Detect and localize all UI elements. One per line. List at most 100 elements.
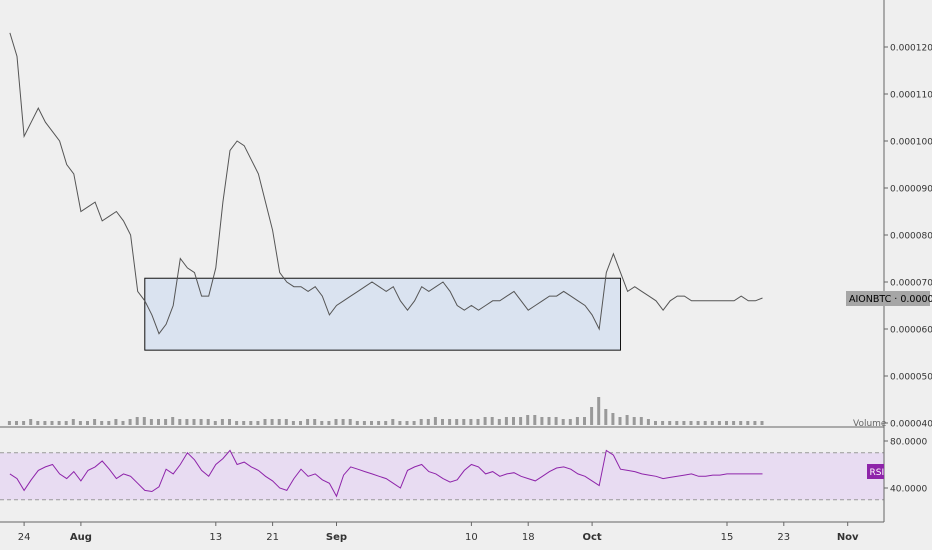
volume-bar: [639, 417, 643, 425]
volume-bar: [753, 421, 757, 425]
volume-bar: [206, 419, 210, 425]
volume-bar: [590, 407, 594, 425]
volume-bar: [746, 421, 750, 425]
volume-bar: [717, 421, 721, 425]
volume-bar: [412, 421, 416, 425]
rsi-series-line: [9, 449, 763, 498]
volume-bar: [50, 421, 54, 425]
volume-bar: [391, 419, 395, 425]
price-series-line: [9, 32, 763, 335]
volume-bar: [284, 419, 288, 425]
volume-bar: [15, 421, 18, 425]
volume-bar: [299, 421, 302, 425]
volume-bar: [270, 419, 274, 425]
volume-bar: [526, 415, 530, 425]
volume-bar: [490, 417, 494, 425]
volume-bar: [398, 421, 402, 425]
price-plot-area: [0, 0, 884, 425]
volume-bar: [341, 419, 345, 425]
volume-bar: [646, 419, 650, 425]
volume-bar: [128, 419, 132, 425]
volume-bar: [164, 419, 168, 425]
volume-bar: [512, 417, 515, 425]
volume-bar: [547, 417, 551, 425]
volume-bar: [583, 417, 586, 425]
volume-bar: [725, 421, 728, 425]
volume-bar: [36, 421, 40, 425]
time-tick-label: 18: [522, 532, 535, 543]
volume-bar: [291, 421, 295, 425]
time-tick-label: 23: [777, 532, 790, 543]
volume-bar: [213, 421, 217, 425]
volume-bar: [107, 421, 111, 425]
time-tick-label: 21: [266, 532, 279, 543]
time-tick-label: 15: [721, 532, 734, 543]
last-price-label: AIONBTC · 0.0000666: [849, 294, 932, 305]
volume-bar: [306, 419, 310, 425]
time-tick-label: Oct: [582, 532, 601, 543]
range-rectangle[interactable]: [144, 277, 622, 351]
volume-bar: [710, 421, 714, 425]
rsi-panel[interactable]: [0, 449, 884, 501]
volume-bar: [618, 417, 622, 425]
rsi-tick-label: 40.0000: [890, 485, 927, 495]
volume-bar: [675, 421, 679, 425]
volume-bar: [483, 417, 487, 425]
volume-bar: [568, 419, 572, 425]
volume-bar: [441, 419, 444, 425]
volume-bar: [43, 421, 47, 425]
time-tick-label: Nov: [837, 532, 859, 543]
volume-bar: [263, 419, 267, 425]
rsi-marker: RSI: [867, 464, 884, 479]
volume-bar: [732, 421, 736, 425]
volume-bar: [455, 419, 459, 425]
volume-bar: [64, 421, 68, 425]
rsi-y-axis[interactable]: 80.0000 40.0000: [884, 438, 927, 495]
volume-bar: [703, 421, 707, 425]
volume-bar: [384, 421, 388, 425]
volume-bar: [57, 421, 61, 425]
volume-bar: [497, 419, 501, 425]
volume-bar: [228, 419, 231, 425]
volume-bar: [71, 419, 75, 425]
time-tick-label: Aug: [70, 532, 92, 543]
time-x-axis[interactable]: 24Aug1321Sep1018Oct1523Nov1220: [18, 522, 932, 543]
volume-bar: [121, 421, 125, 425]
volume-bar: [462, 419, 466, 425]
volume-bar: [149, 419, 153, 425]
volume-bar: [348, 419, 352, 425]
volume-bar: [142, 417, 146, 425]
volume-bar: [7, 421, 11, 425]
volume-bar: [632, 417, 636, 425]
volume-bar: [668, 421, 672, 425]
time-tick-label: 10: [465, 532, 478, 543]
price-panel[interactable]: Volume: [0, 0, 887, 429]
volume-bar: [504, 417, 508, 425]
volume-bar: [476, 419, 480, 425]
rsi-tick-label: 80.0000: [890, 438, 927, 448]
volume-bar: [86, 421, 89, 425]
volume-bar: [426, 419, 430, 425]
volume-bar: [760, 421, 764, 425]
volume-bar: [78, 421, 82, 425]
volume-label: Volume: [853, 419, 887, 429]
volume-bar: [171, 417, 175, 425]
volume-bar: [100, 421, 104, 425]
volume-bar: [185, 419, 189, 425]
volume-bar: [135, 417, 139, 425]
volume-bar: [199, 419, 203, 425]
time-tick-label: 24: [18, 532, 31, 543]
rsi-label: RSI: [870, 468, 885, 478]
volume-bar: [29, 419, 33, 425]
volume-bar: [611, 413, 615, 425]
volume-bars: [7, 397, 764, 425]
rsi-band: [0, 452, 884, 500]
volume-bar: [220, 419, 224, 425]
volume-bar: [448, 419, 452, 425]
